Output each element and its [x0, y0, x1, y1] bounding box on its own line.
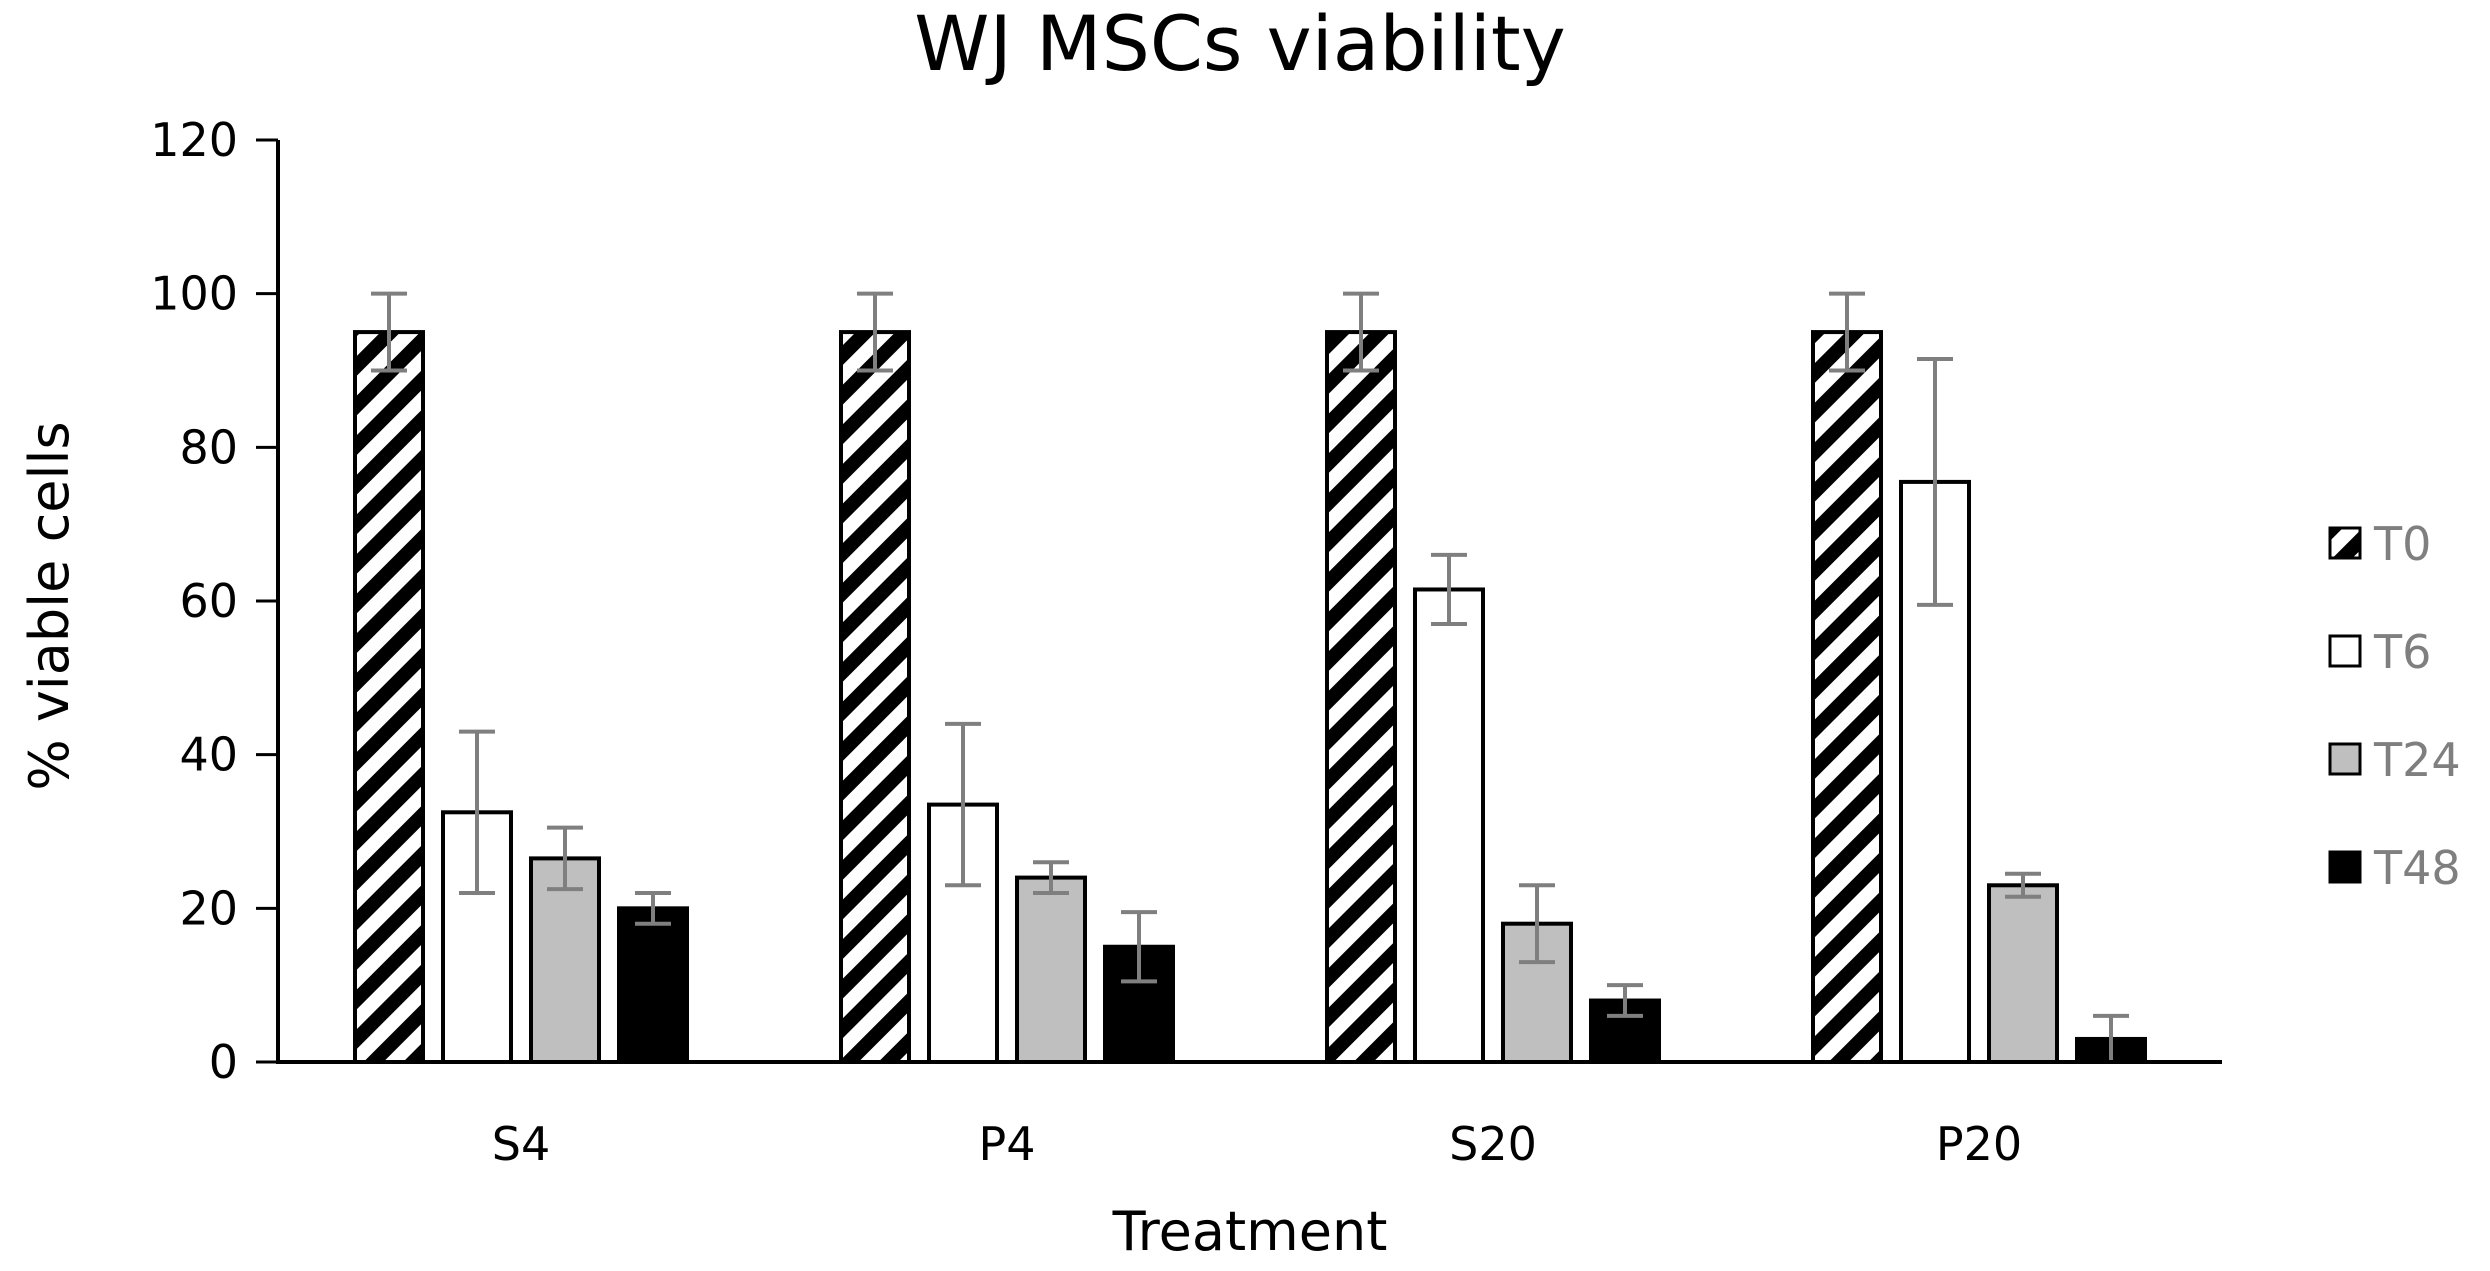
error-bar-t48-s20: [1607, 983, 1643, 1018]
error-bar-t6-s4: [459, 729, 495, 895]
error-bar-t0-p20: [1829, 291, 1865, 373]
x-tick-label: S20: [1449, 1117, 1537, 1171]
bar-t6-s20: [1413, 587, 1485, 1064]
category-labels: S4 P4 S20 P20: [492, 1117, 2022, 1171]
legend-label-t6: T6: [2373, 625, 2431, 679]
y-tick-label: 0: [209, 1035, 238, 1089]
error-bar-t0-s4: [371, 291, 407, 373]
error-bar-t6-p4: [945, 721, 981, 888]
error-bar-t6-p20: [1917, 356, 1953, 607]
bar-t0-p20: [1811, 330, 1883, 1065]
y-axis-ticks: 0 20 40 60 80 100 120: [150, 113, 278, 1089]
bar-t0-p4: [839, 330, 911, 1065]
y-tick-label: 120: [150, 113, 238, 167]
legend-swatch-t24: [2328, 742, 2362, 776]
bar-t0-s4: [353, 330, 425, 1065]
bar-t24-p4: [1015, 875, 1087, 1064]
x-tick-label: P4: [978, 1117, 1035, 1171]
y-tick-label: 40: [179, 728, 238, 782]
bar-t48-s4: [617, 906, 689, 1064]
y-tick-label: 100: [150, 267, 238, 321]
y-tick-label: 20: [179, 881, 238, 935]
error-bars-layer: [371, 291, 2129, 1064]
error-bar-t24-p4: [1033, 860, 1069, 895]
legend-label-t24: T24: [2373, 733, 2461, 787]
x-tick-label: S4: [492, 1117, 550, 1171]
error-bar-t24-s4: [547, 825, 583, 892]
error-bar-t0-p4: [857, 291, 893, 373]
bar-t6-p20: [1899, 479, 1971, 1064]
error-bar-t24-s20: [1519, 883, 1555, 965]
legend-swatch-t0: [2328, 526, 2362, 560]
legend-label-t48: T48: [2373, 841, 2461, 895]
error-bar-t24-p20: [2005, 871, 2041, 899]
y-axis-label: % viable cells: [18, 421, 81, 790]
bar-t0-s20: [1325, 330, 1397, 1065]
legend-swatch-t6: [2328, 634, 2362, 668]
error-bar-t6-s20: [1431, 552, 1467, 627]
bars-layer: [353, 330, 2147, 1065]
legend-swatch-t48: [2328, 850, 2362, 884]
legend: T0 T6 T24 T48: [2328, 517, 2461, 895]
legend-label-t0: T0: [2373, 517, 2431, 571]
y-tick-label: 60: [179, 574, 238, 628]
error-bar-t48-s4: [635, 890, 671, 926]
chart-title: WJ MSCs viability: [914, 0, 1565, 88]
y-tick-label: 80: [179, 420, 238, 474]
bar-t24-s4: [529, 856, 601, 1064]
error-bar-t48-p4: [1121, 910, 1157, 984]
error-bar-t0-s20: [1343, 291, 1379, 373]
bar-t24-p20: [1987, 883, 2059, 1064]
x-tick-label: P20: [1936, 1117, 2022, 1171]
x-axis-label: Treatment: [1112, 1200, 1388, 1263]
